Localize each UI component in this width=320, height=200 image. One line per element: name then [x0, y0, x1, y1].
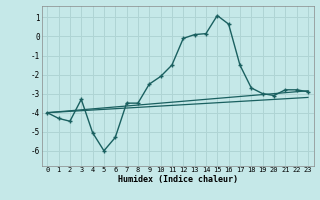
X-axis label: Humidex (Indice chaleur): Humidex (Indice chaleur) — [118, 175, 237, 184]
